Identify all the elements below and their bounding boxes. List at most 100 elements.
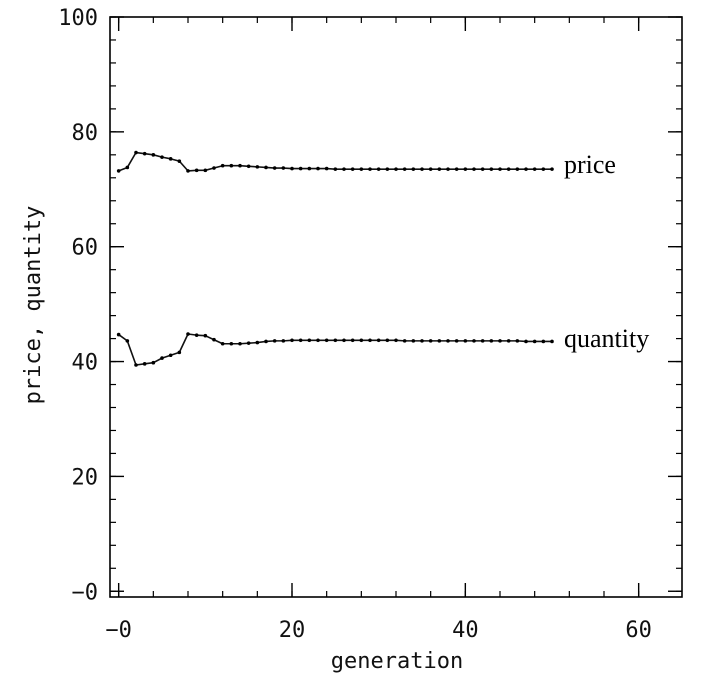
data-point-quantity (264, 339, 268, 344)
x-axis-label: generation (331, 649, 463, 674)
data-point-price (411, 167, 416, 171)
data-point-price (463, 167, 468, 171)
data-point-price (298, 166, 303, 171)
series-label-price: price (564, 150, 616, 179)
data-point-price (142, 151, 147, 156)
data-point-price (376, 167, 381, 171)
data-point-quantity (125, 339, 130, 343)
data-point-price (177, 159, 182, 163)
data-point-price (134, 150, 138, 155)
data-point-price (212, 166, 216, 170)
data-point-price (281, 166, 286, 170)
x-tick-label: 20 (279, 618, 306, 643)
data-point-price (229, 163, 234, 168)
data-point-price (290, 166, 294, 171)
data-point-price (220, 163, 225, 168)
data-point-price (316, 166, 320, 171)
data-point-price (541, 167, 546, 171)
data-point-quantity (498, 339, 502, 343)
data-point-quantity (515, 339, 520, 343)
data-point-quantity (246, 341, 251, 345)
y-axis-ticks: −0 20 40 60 80 100 (58, 6, 682, 605)
data-point-quantity (298, 338, 303, 343)
data-point-price (116, 169, 121, 173)
x-tick-label: 60 (625, 618, 652, 643)
data-point-price (160, 155, 164, 159)
data-point-price (333, 167, 338, 171)
x-axis-ticks: −0 20 40 60 (105, 17, 652, 643)
data-point-quantity (550, 339, 554, 344)
data-point-quantity (359, 338, 364, 343)
y-tick-label: 60 (72, 236, 99, 261)
data-point-price (532, 167, 537, 171)
data-point-quantity (350, 338, 355, 343)
data-point-quantity (411, 339, 416, 343)
data-point-quantity (506, 339, 511, 343)
data-point-quantity (316, 338, 320, 343)
data-point-price (402, 167, 407, 171)
data-point-quantity (194, 333, 199, 337)
data-point-price (125, 165, 130, 170)
y-axis-label: price, quantity (21, 206, 46, 405)
data-point-price (203, 168, 208, 173)
y-tick-label: 80 (72, 121, 99, 146)
data-point-quantity (541, 339, 546, 344)
data-point-quantity (402, 339, 407, 343)
data-point-price (324, 166, 329, 171)
data-point-quantity (255, 340, 260, 345)
data-point-quantity (342, 338, 346, 343)
y-tick-label: 20 (72, 465, 99, 490)
y-tick-label: −0 (72, 580, 99, 605)
data-point-price (472, 167, 476, 171)
data-point-quantity (454, 339, 459, 343)
data-point-price (489, 167, 494, 171)
data-point-quantity (489, 339, 494, 343)
data-point-quantity (385, 338, 390, 343)
data-point-price (264, 165, 268, 170)
data-point-price (498, 167, 502, 171)
data-point-price (194, 168, 199, 173)
data-point-quantity (437, 339, 442, 343)
data-point-price (454, 167, 459, 171)
data-point-quantity (212, 337, 216, 342)
data-point-price (550, 167, 554, 171)
data-point-quantity (333, 338, 338, 343)
data-point-price (420, 167, 424, 171)
x-tick-label: −0 (105, 618, 132, 643)
data-point-quantity (463, 339, 468, 343)
data-point-quantity (368, 338, 372, 343)
data-point-quantity (116, 332, 121, 337)
data-point-quantity (472, 339, 476, 343)
data-point-price (368, 167, 372, 171)
data-point-price (238, 163, 242, 168)
data-point-quantity (177, 350, 182, 355)
data-point-price (168, 157, 173, 161)
data-point-quantity (229, 341, 234, 346)
data-point-quantity (420, 339, 424, 343)
data-point-quantity (324, 338, 329, 343)
data-point-price (446, 167, 450, 171)
data-point-price (255, 165, 260, 169)
y-tick-label: 40 (72, 351, 99, 376)
data-point-quantity (203, 333, 208, 338)
data-point-quantity (480, 339, 485, 343)
data-point-quantity (151, 360, 156, 365)
data-point-price (186, 169, 190, 173)
data-point-price (515, 167, 520, 171)
plot-frame (109, 16, 683, 598)
data-point-price (480, 167, 485, 171)
data-point-quantity (238, 341, 242, 346)
data-point-quantity (532, 339, 537, 344)
data-point-quantity (134, 363, 138, 367)
data-point-quantity (272, 339, 277, 343)
data-point-price (437, 167, 442, 171)
data-point-quantity (160, 356, 164, 360)
data-point-quantity (394, 338, 398, 343)
y-tick-label: 100 (58, 6, 98, 31)
data-point-price (151, 153, 156, 157)
data-point-quantity (307, 338, 312, 343)
data-point-quantity (281, 339, 286, 343)
data-point-price (524, 167, 528, 171)
data-point-price (350, 167, 355, 171)
data-point-price (394, 167, 398, 171)
